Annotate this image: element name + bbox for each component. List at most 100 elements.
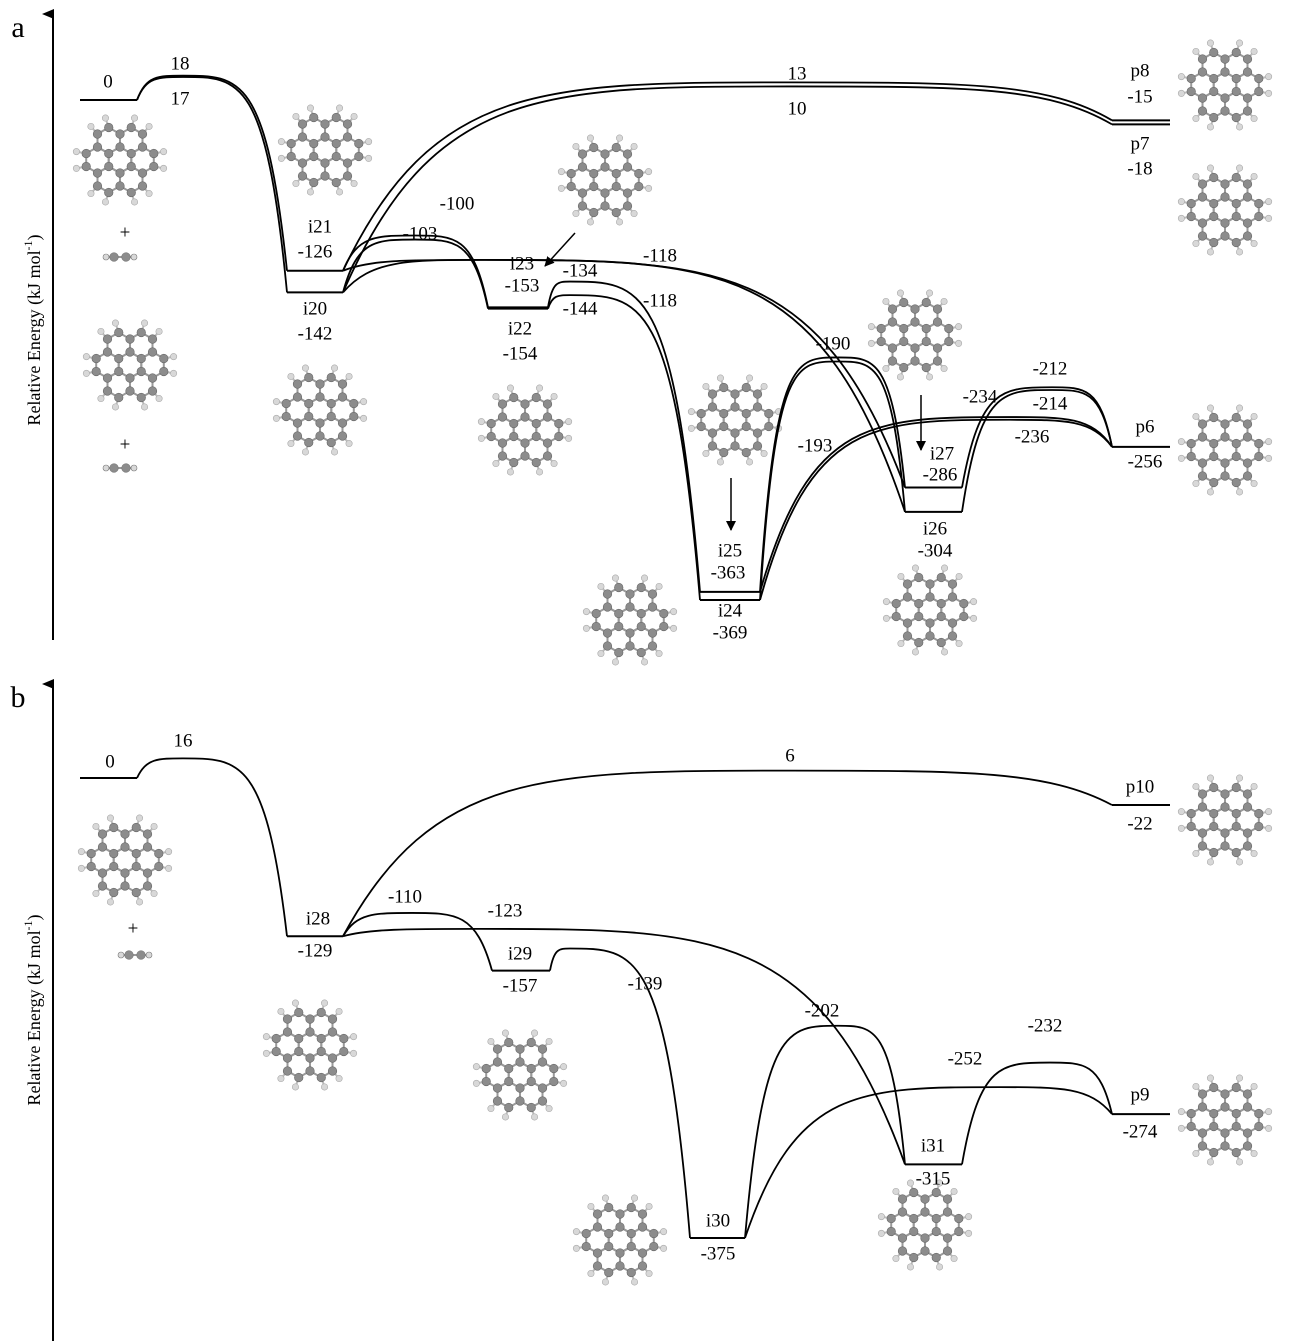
carbon <box>909 1214 918 1223</box>
carbon <box>932 1227 941 1236</box>
carbon <box>304 438 313 447</box>
level-name: i31 <box>921 1135 945 1156</box>
panel-label: b <box>11 681 26 714</box>
hydrogen <box>151 823 157 829</box>
carbon <box>338 380 347 389</box>
carbon <box>132 823 141 832</box>
carbon <box>1209 478 1218 487</box>
carbon <box>93 169 102 178</box>
carbon <box>954 1227 963 1236</box>
hydrogen <box>350 1050 356 1056</box>
hydrogen <box>645 168 651 174</box>
carbon <box>1243 459 1252 468</box>
transition-curve <box>343 913 492 971</box>
hydrogen <box>88 123 94 129</box>
carbon <box>116 169 125 178</box>
carbon <box>143 882 152 891</box>
hydrogen <box>883 598 889 604</box>
carbon <box>627 1229 636 1238</box>
carbon <box>708 403 717 412</box>
molecule <box>573 1195 667 1285</box>
level-energy: -129 <box>298 940 333 961</box>
carbon <box>943 1234 952 1243</box>
hydrogen <box>1265 1108 1271 1114</box>
carbon <box>354 139 363 148</box>
carbon <box>1254 439 1263 448</box>
carbon <box>521 452 530 461</box>
level-energy: -157 <box>503 975 538 996</box>
carbon <box>317 1034 326 1043</box>
carbon <box>103 374 112 383</box>
hydrogen <box>926 290 932 296</box>
carbon <box>604 1229 613 1238</box>
carbon <box>338 432 347 441</box>
hydrogen <box>531 1030 537 1036</box>
hydrogen <box>1178 215 1184 221</box>
hydrogen <box>955 340 961 346</box>
hydrogen <box>1251 783 1257 789</box>
hydrogen <box>351 180 357 186</box>
carbon <box>922 298 931 307</box>
level-energy: -22 <box>1127 813 1152 834</box>
hydrogen <box>1236 165 1242 171</box>
transition-curve <box>745 1026 905 1238</box>
hydrogen <box>631 1279 637 1285</box>
carbon <box>616 1262 625 1271</box>
hydrogen <box>551 393 557 399</box>
carbon <box>1187 809 1196 818</box>
hydrogen <box>307 189 313 195</box>
carbon <box>582 1229 591 1238</box>
carbon <box>294 1008 303 1017</box>
hydrogen <box>926 374 932 380</box>
atom <box>131 254 137 260</box>
hydrogen <box>1178 198 1184 204</box>
carbon <box>509 432 518 441</box>
carbon <box>298 120 307 129</box>
carbon <box>1254 452 1263 461</box>
carbon <box>154 849 163 858</box>
carbon <box>1198 55 1207 64</box>
hydrogen <box>546 1038 552 1044</box>
carbon <box>638 1262 647 1271</box>
hydrogen <box>573 1228 579 1234</box>
hydrogen <box>588 1203 594 1209</box>
carbon <box>521 400 530 409</box>
molecule <box>263 1000 357 1090</box>
carbon <box>604 1203 613 1212</box>
carbon <box>293 419 302 428</box>
level-energy: -274 <box>1123 1121 1158 1142</box>
carbon <box>637 648 646 657</box>
hydrogen <box>656 583 662 589</box>
carbon <box>343 133 352 142</box>
carbon <box>612 208 621 217</box>
carbon <box>1254 199 1263 208</box>
carbon <box>1232 1148 1241 1157</box>
hydrogen <box>1193 480 1199 486</box>
carbon <box>731 442 740 451</box>
hydrogen <box>616 219 622 225</box>
transition-energy: -236 <box>1015 426 1050 447</box>
plus-sign: + <box>120 222 131 243</box>
hydrogen <box>761 450 767 456</box>
hydrogen <box>1193 413 1199 419</box>
acetylene <box>118 951 152 960</box>
carbon <box>649 1229 658 1238</box>
transition-energy: -103 <box>403 223 438 244</box>
carbon <box>109 849 118 858</box>
carbon <box>104 188 113 197</box>
transition-energy: -100 <box>440 193 475 214</box>
carbon <box>316 380 325 389</box>
atom <box>118 952 124 958</box>
carbon <box>1198 420 1207 429</box>
molecule <box>83 320 177 410</box>
carbon <box>127 123 136 132</box>
carbon <box>648 590 657 599</box>
carbon <box>898 1195 907 1204</box>
hydrogen <box>1251 1150 1257 1156</box>
carbon <box>623 189 632 198</box>
carbon <box>592 622 601 631</box>
level-name: i27 <box>930 443 954 464</box>
carbon <box>1209 199 1218 208</box>
carbon <box>354 152 363 161</box>
hydrogen <box>587 219 593 225</box>
